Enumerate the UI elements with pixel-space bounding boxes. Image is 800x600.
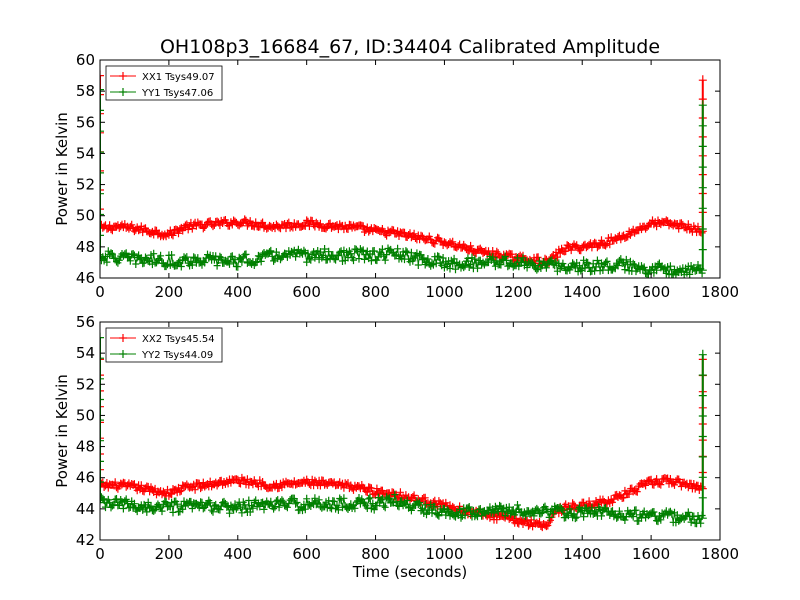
top-plot-area [100, 70, 707, 278]
bottom-y-tick-label: 46 [76, 469, 95, 487]
bottom-x-tick-label: 0 [95, 545, 105, 563]
bottom-y-tick-label: 52 [76, 375, 95, 393]
bottom-legend-box [105, 327, 223, 363]
bottom-y-tick-label: 48 [76, 438, 95, 456]
top-x-tick-label: 1000 [425, 283, 463, 301]
top-y-tick-label: 56 [76, 113, 95, 131]
top-x-tick-label: 400 [223, 283, 252, 301]
top-y-tick-label: 48 [76, 238, 95, 256]
top-series-group [100, 70, 707, 278]
bottom-x-tick-label: 1200 [494, 545, 532, 563]
bottom-axes-frame [99, 321, 721, 541]
top-x-tick-label: 1400 [563, 283, 601, 301]
top-legend-yy1-marker [119, 88, 127, 96]
bottom-y-tick-label: 44 [76, 500, 95, 518]
chart-title: OH108p3_16684_67, ID:34404 Calibrated Am… [160, 36, 660, 58]
top-x-tick-label: 600 [292, 283, 321, 301]
top-legend-box [105, 65, 223, 101]
top-y-tick-label: 54 [76, 144, 95, 162]
top-x-tick-label: 200 [155, 283, 184, 301]
bottom-series-yy2-markers [100, 490, 706, 528]
top-axes: 0 200 400 600 800 1000 1200 1400 1600 1800 46 48 50 5… [76, 51, 739, 301]
top-x-tick-label: 1200 [494, 283, 532, 301]
top-axes-frame [99, 59, 721, 279]
bottom-legend: XX2 Tsys45.54 YY2 Tsys44.09 [105, 327, 223, 363]
top-y-tick-label: 60 [76, 51, 95, 69]
bottom-x-tick-label: 1400 [563, 545, 601, 563]
top-x-tick-label: 1600 [632, 283, 670, 301]
bottom-series-group [100, 332, 707, 532]
top-legend-xx1-label: XX1 Tsys49.07 [142, 72, 215, 83]
top-series-yy1-markers [100, 244, 706, 278]
bottom-legend-xx2-label: XX2 Tsys45.54 [142, 334, 215, 345]
bottom-x-tick-label: 400 [223, 545, 252, 563]
top-x-tick-label: 800 [361, 283, 390, 301]
bottom-legend-yy2-marker [119, 350, 127, 358]
top-x-tick-label: 0 [95, 283, 105, 301]
bottom-legend-xx2-marker [119, 334, 127, 342]
bottom-x-tick-label: 1800 [701, 545, 739, 563]
bottom-axes: 0 200 400 600 800 1000 1200 1400 1600 1800 42 44 46 4… [76, 313, 739, 563]
top-legend-xx1-marker [119, 72, 127, 80]
bottom-y-tick-label: 56 [76, 313, 95, 331]
top-y-tick-label: 50 [76, 207, 95, 225]
bottom-x-tick-label: 1000 [425, 545, 463, 563]
top-x-tick-label: 1800 [701, 283, 739, 301]
x-axis-label: Time (seconds) [352, 563, 468, 581]
top-legend-yy1-label: YY1 Tsys47.06 [141, 88, 213, 99]
bottom-x-tick-label: 800 [361, 545, 390, 563]
bottom-legend-yy2-label: YY2 Tsys44.09 [141, 350, 213, 361]
top-y-tick-label: 52 [76, 176, 95, 194]
bottom-plot-area [100, 332, 707, 532]
top-legend: XX1 Tsys49.07 YY1 Tsys47.06 [105, 65, 223, 101]
bottom-y-tick-label: 50 [76, 406, 95, 424]
bottom-series-yy2-spike-markers-1 [698, 349, 707, 519]
top-panel: 0 200 400 600 800 1000 1200 1400 1600 1800 46 48 50 5… [53, 51, 739, 301]
bottom-panel: 0 200 400 600 800 1000 1200 1400 1600 1800 42 44 46 4… [53, 313, 739, 563]
bottom-y-tick-label: 54 [76, 344, 95, 362]
bottom-y-tick-label: 42 [76, 531, 95, 549]
bottom-x-tick-label: 200 [155, 545, 184, 563]
top-y-tick-label: 46 [76, 269, 95, 287]
bottom-x-tick-label: 600 [292, 545, 321, 563]
top-series-yy1-spike-markers-1 [698, 100, 707, 271]
top-y-axis-label: Power in Kelvin [53, 112, 71, 226]
bottom-y-axis-label: Power in Kelvin [53, 374, 71, 488]
top-y-tick-label: 58 [76, 82, 95, 100]
bottom-x-tick-label: 1600 [632, 545, 670, 563]
